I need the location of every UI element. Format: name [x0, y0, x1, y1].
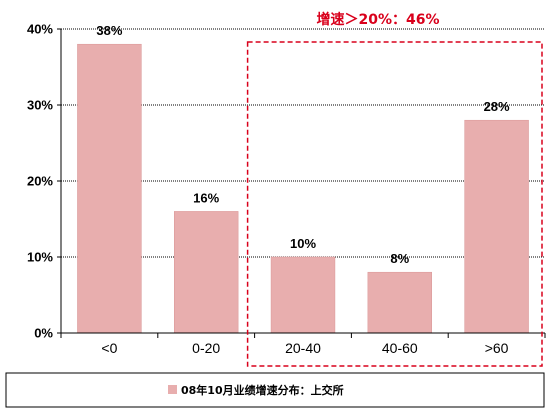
- data-label: 38%: [96, 23, 122, 38]
- y-tick-label: 10%: [27, 250, 53, 265]
- legend-swatch: [168, 385, 177, 394]
- y-tick-label: 20%: [27, 174, 53, 189]
- y-tick-label: 0%: [34, 326, 53, 341]
- legend-label: 08年10月业绩增速分布：上交所: [181, 383, 344, 397]
- bar: [174, 211, 239, 334]
- data-label: 16%: [193, 190, 219, 205]
- bar: [464, 119, 529, 334]
- y-tick-label: 40%: [27, 22, 53, 37]
- x-tick-label: 0-20: [192, 340, 220, 356]
- bar: [270, 256, 336, 334]
- x-tick-label: 40-60: [382, 340, 418, 356]
- x-axis-ticks: <0 0-20 20-40 40-60 >60: [60, 333, 546, 356]
- data-labels: 38% 16% 10% 8% 28%: [96, 23, 510, 266]
- y-tick-label: 30%: [27, 98, 53, 113]
- annotation-dashed-box: [246, 41, 543, 367]
- annotation-label: 增速＞20%：46%: [316, 11, 439, 28]
- x-tick-label: <0: [101, 340, 117, 356]
- data-label: 8%: [390, 251, 409, 266]
- x-tick-label: >60: [485, 340, 509, 356]
- x-tick-label: 20-40: [285, 340, 321, 356]
- y-axis-ticks: 0% 10% 20% 30% 40%: [27, 22, 61, 341]
- legend: 08年10月业绩增速分布：上交所: [5, 372, 545, 408]
- bars: [77, 43, 529, 334]
- legend-box: [5, 372, 545, 408]
- bar: [77, 43, 142, 334]
- data-label: 10%: [290, 236, 316, 251]
- data-label: 28%: [484, 99, 510, 114]
- bar: [367, 271, 432, 334]
- annotation: 增速＞20%：46%: [246, 11, 543, 367]
